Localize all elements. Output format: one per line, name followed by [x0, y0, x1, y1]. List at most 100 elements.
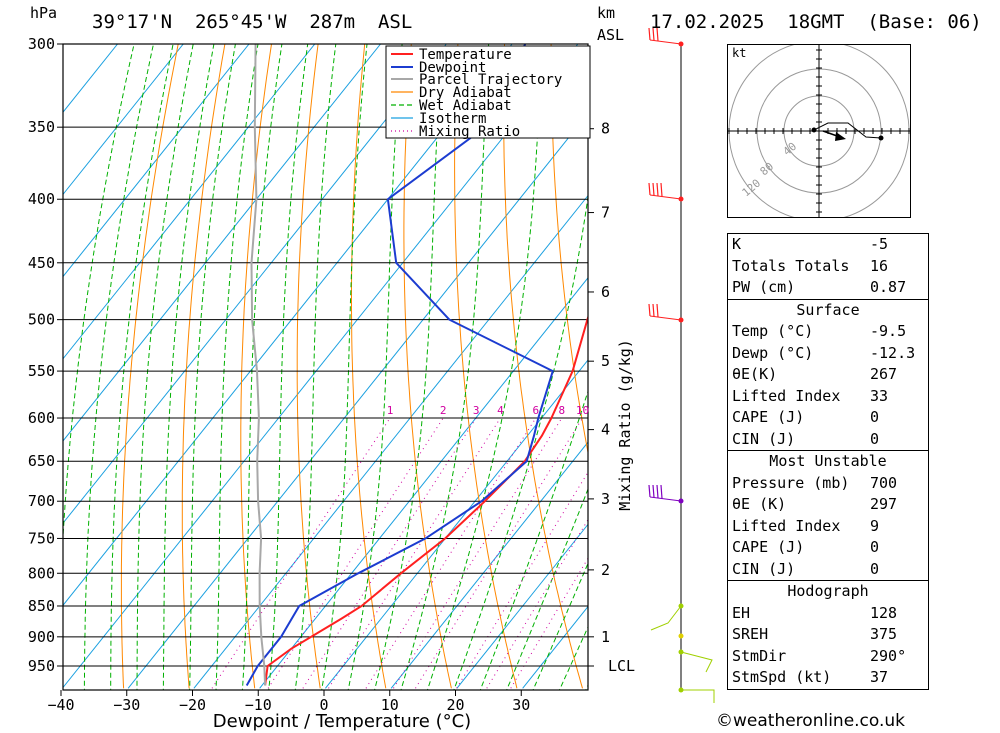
mu-theta-value: 297 [870, 495, 898, 513]
mu-cin-value: 0 [870, 559, 880, 578]
wet-adiabat-line [321, 44, 368, 690]
temperature-tick-label: 10 [381, 696, 399, 714]
pressure-tick-label: 950 [28, 657, 55, 675]
wet-adiabat-line [189, 44, 236, 690]
pressure-tick-label: 850 [28, 597, 55, 615]
mixing-ratio-label: 10 [576, 404, 589, 417]
wind-barb-staff [649, 39, 682, 45]
stmspd-label: StmSpd (kt) [732, 668, 832, 686]
pressure-tick-label: 350 [28, 118, 55, 136]
mixing-ratio-line [365, 417, 537, 689]
height-tick-label: 4 [601, 421, 610, 439]
mixing-ratio-line [302, 417, 477, 689]
plot-frame [62, 43, 589, 691]
isotherm-line [63, 44, 579, 689]
wind-barb-flag [652, 484, 655, 498]
dry-adiabat-line [120, 44, 179, 689]
isotherm-line [63, 44, 381, 442]
mixing-ratio-label: 6 [532, 404, 539, 417]
stmdir-value: 290° [870, 646, 907, 665]
mu-li-label: Lifted Index [732, 516, 841, 535]
surface-cin-label: CIN (J) [732, 429, 796, 448]
hodograph-end-point [878, 135, 884, 141]
legend-temperature: Temperature [419, 47, 512, 63]
height-tick-label: 7 [601, 204, 610, 222]
wind-barb-flag [652, 182, 655, 196]
wet-adiabat-line [268, 44, 309, 690]
wet-adiabat-line [532, 562, 588, 690]
eh-value: 128 [870, 603, 898, 622]
most-unstable-title: Most Unstable [728, 450, 928, 473]
isotherm-line [193, 194, 588, 689]
mixing-ratio-line [211, 417, 391, 689]
height-tick-label: 8 [601, 120, 610, 138]
wind-barb-flag [648, 484, 651, 498]
surface-li-value: 33 [870, 386, 889, 405]
surface-li-label: Lifted Index [732, 386, 841, 405]
wind-barb-flag [660, 484, 663, 499]
stmdir-label: StmDir [732, 646, 787, 665]
wind-barb-flag [656, 303, 659, 318]
dry-adiabat-line [924, 44, 1000, 688]
isotherm-line [63, 44, 447, 524]
mixing-ratio-line [510, 557, 588, 689]
location: 39°17'N 265°45'W 287m ASL [92, 11, 413, 33]
tt-label: Totals Totals [732, 256, 850, 275]
sreh-value: 375 [870, 625, 898, 643]
height-tick-label: LCL [608, 657, 635, 675]
profiles [245, 44, 588, 686]
pressure-unit: hPa [30, 4, 58, 22]
surface-theta-value: 267 [870, 365, 898, 383]
surface-cape-value: 0 [870, 408, 880, 426]
pressure-tick-label: 800 [28, 564, 55, 582]
surface-cape-label: CAPE (J) [732, 408, 805, 426]
pressure-tick-label: 700 [28, 492, 55, 510]
wet-adiabat-line [136, 44, 194, 690]
mixing-ratio-line [393, 417, 563, 689]
legend-dewpoint: Dewpoint [419, 60, 486, 76]
surface-dewp-value: -12.3 [870, 343, 916, 362]
wind-barb-flag [648, 27, 651, 41]
mixing-ratio-line [267, 417, 444, 689]
dry-adiabat-line [240, 44, 272, 689]
wet-adiabat-line [506, 487, 588, 690]
dry-adiabat-line [296, 44, 321, 689]
legend: Temperature Dewpoint Parcel Trajectory D… [385, 45, 591, 140]
mu-cin-label: CIN (J) [732, 559, 796, 578]
wind-barb-flag [660, 182, 663, 197]
temperature-tick-label: −20 [179, 696, 206, 714]
pressure-tick-label: 750 [28, 529, 55, 547]
pressure-tick-label: 900 [28, 628, 55, 646]
mixing-ratio-line [328, 417, 501, 689]
mu-theta-label: θE (K) [732, 495, 787, 513]
isotherm-line [390, 441, 588, 689]
isotherm-line [63, 44, 250, 278]
height-tick-label: 1 [601, 628, 610, 646]
k-value: -5 [870, 235, 889, 253]
dry-adiabat-line [971, 44, 1000, 688]
surface-cin-value: 0 [870, 429, 880, 448]
height-tick-label: 6 [601, 283, 610, 301]
k-label: K [732, 235, 742, 253]
tt-value: 16 [870, 256, 889, 275]
isotherm-line [63, 44, 184, 196]
isotherm-line [63, 44, 513, 607]
dry-adiabat-line [181, 44, 226, 689]
mu-cape-label: CAPE (J) [732, 538, 805, 556]
wind-level-dot [678, 633, 684, 639]
mixing-ratio-label: 1 [387, 404, 394, 417]
wind-barb-flag [648, 303, 651, 317]
hodograph-unit: kt [732, 46, 747, 60]
wind-barb-flag [648, 182, 651, 196]
legend-parcel: Parcel Trajectory [419, 72, 562, 88]
pressure-tick-label: 450 [28, 254, 55, 272]
temperature-tick-label: 0 [319, 696, 328, 714]
wet-adiabat-line [63, 44, 135, 546]
temperature-tick-label: −40 [47, 696, 74, 714]
temperature-tick-label: 30 [512, 696, 530, 714]
isotherm-line [456, 523, 588, 689]
temperature-tick-label: −30 [113, 696, 140, 714]
legend-isotherm: Isotherm [419, 111, 486, 127]
surface-dewp-label: Dewp (°C) [732, 343, 814, 362]
